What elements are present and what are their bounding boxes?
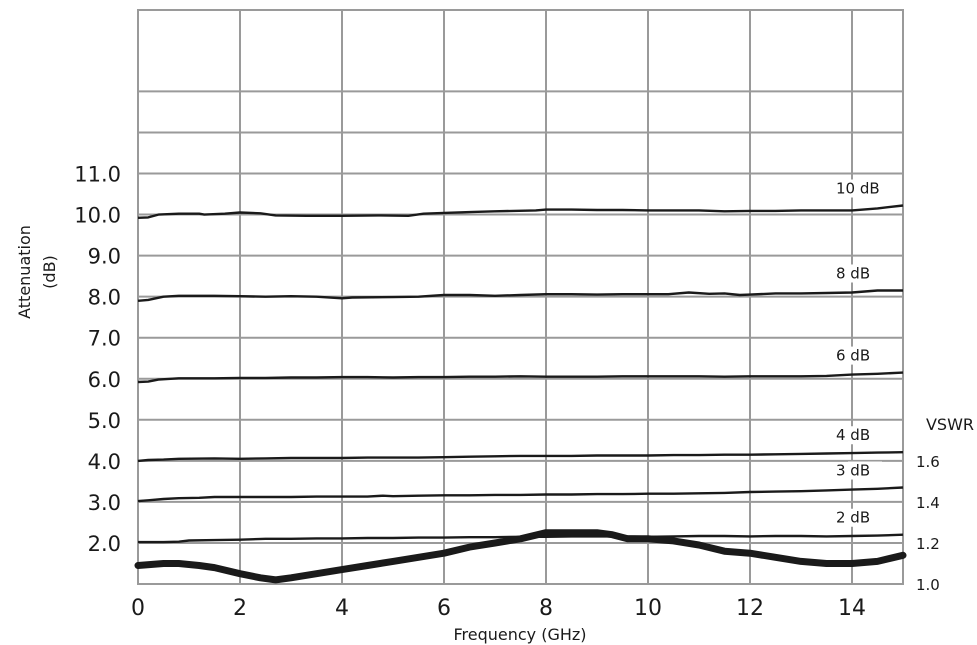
- series-line-3db: [137, 486, 904, 503]
- x-axis-ticks: 0 2 4 6 8 10 12 14: [131, 596, 866, 621]
- series-label: 10 dB: [836, 180, 880, 198]
- left-axis-label: Attenuation (dB): [15, 225, 59, 319]
- left-tick-label: 10.0: [74, 204, 121, 228]
- left-tick-label: 7.0: [88, 327, 121, 351]
- series-line-6db: [137, 371, 904, 384]
- series-line-vswr: [134, 529, 907, 584]
- x-tick-label: 0: [131, 596, 145, 621]
- left-tick-label: 2.0: [88, 532, 121, 556]
- series-label-background: [848, 264, 882, 283]
- series-label-background: [848, 346, 882, 365]
- left-tick-label: 5.0: [88, 409, 121, 433]
- left-tick-label: 6.0: [88, 368, 121, 392]
- left-tick-label: 4.0: [88, 450, 121, 474]
- left-axis-ticks: 2.0 3.0 4.0 5.0 6.0 7.0 8.0 9.0 10.0 11.0: [74, 163, 121, 556]
- grid: [137, 10, 903, 584]
- right-axis-label: VSWR: [926, 415, 974, 434]
- x-axis-label: Frequency (GHz): [453, 625, 586, 644]
- right-axis-ticks: 1.0 1.2 1.4 1.6: [916, 453, 940, 594]
- series-line-4db: [137, 451, 904, 463]
- x-tick-label: 14: [838, 596, 866, 621]
- right-tick-label: 1.6: [916, 453, 940, 471]
- series-label: 6 dB: [836, 347, 870, 365]
- series-label: 3 dB: [836, 462, 870, 480]
- series-label-background: [848, 426, 882, 445]
- series-label-background: [848, 508, 882, 527]
- series-labels: 10 dB 8 dB 6 dB 4 dB 3 dB 2 dB: [836, 179, 882, 527]
- x-tick-label: 8: [539, 596, 553, 621]
- series-line-10db: [137, 204, 904, 219]
- right-tick-label: 1.0: [916, 576, 940, 594]
- x-tick-label: 4: [335, 596, 349, 621]
- plot-frame: [137, 9, 904, 585]
- x-tick-label: 6: [437, 596, 451, 621]
- left-tick-label: 9.0: [88, 245, 121, 269]
- series-line-8db: [137, 289, 903, 302]
- left-axis-label-line-1: Attenuation: [15, 225, 34, 319]
- x-tick-label: 10: [634, 596, 662, 621]
- series-label-background: [848, 461, 882, 480]
- left-tick-label: 11.0: [74, 163, 121, 187]
- series-line-2db: [138, 533, 904, 544]
- x-tick-label: 12: [736, 596, 764, 621]
- series-label: 4 dB: [836, 426, 870, 444]
- left-tick-label: 3.0: [88, 491, 121, 515]
- series-label: 8 dB: [836, 264, 870, 282]
- x-tick-label: 2: [233, 596, 247, 621]
- series-label-background: [848, 179, 882, 198]
- right-tick-label: 1.4: [916, 494, 940, 512]
- left-tick-label: 8.0: [88, 286, 121, 310]
- series-layer: [134, 204, 907, 584]
- series-label: 2 dB: [836, 509, 870, 527]
- left-axis-label-line-2: (dB): [40, 255, 59, 289]
- right-tick-label: 1.2: [916, 535, 940, 553]
